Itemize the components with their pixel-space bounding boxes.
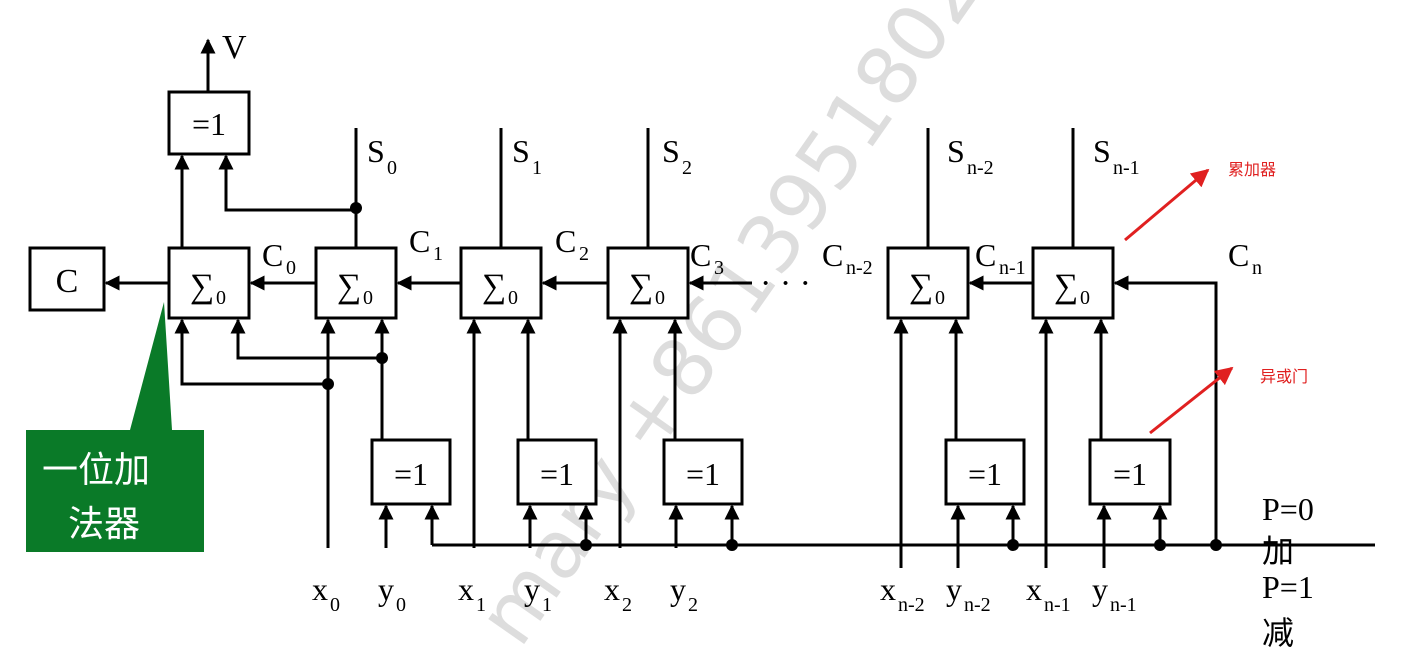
input-y1: y	[524, 571, 540, 607]
sum-output-sn-1: S	[1093, 133, 1111, 169]
sum-output-s2: S	[662, 133, 680, 169]
xor-label: =1	[968, 456, 1002, 492]
carry-sub: 2	[579, 243, 589, 265]
carry-sub: n	[1252, 257, 1262, 279]
sum-output-s0: S	[367, 133, 385, 169]
v-label: V	[222, 29, 247, 66]
overflow-xor-gate	[167, 90, 251, 156]
callout-line-2: 法器	[68, 504, 140, 545]
ellipsis: · · ·	[760, 265, 811, 302]
carry-sub: 0	[286, 257, 296, 279]
sum-sub: 0	[1080, 287, 1090, 309]
input-sub: n-2	[898, 594, 925, 616]
xor-gate-bit-2	[662, 438, 744, 506]
xor-gate-bit-n-2	[944, 438, 1026, 506]
adder-sum-0-left	[167, 246, 251, 320]
carry-sub: 1	[433, 243, 443, 265]
input-y0: y	[378, 571, 394, 607]
wire	[1113, 275, 1218, 545]
xor-label: =1	[1113, 456, 1147, 492]
sum-symbol: ∑	[1054, 268, 1078, 305]
add-label: 加	[1262, 532, 1294, 570]
sum-sub: 0	[655, 287, 665, 309]
sum-symbol: ∑	[337, 268, 361, 305]
input-xn-1: x	[1026, 571, 1042, 607]
sum-sub: 0	[216, 287, 226, 309]
input-xn-2: x	[880, 571, 896, 607]
carry-sub: n-2	[846, 257, 873, 279]
xor-gate-bit-0	[370, 438, 452, 506]
sum-symbol: ∑	[190, 268, 214, 305]
wire	[218, 154, 358, 248]
sum-output-sub: n-2	[967, 157, 994, 179]
input-sub: 2	[622, 594, 632, 616]
p0-label: P=0	[1262, 491, 1314, 527]
sum-symbol: ∑	[629, 268, 653, 305]
input-y2: y	[670, 571, 686, 607]
carry-out-box	[28, 246, 106, 312]
junction-dot	[1210, 539, 1222, 551]
sum-output-sn-2: S	[947, 133, 965, 169]
callout-line-1: 一位加	[42, 450, 150, 491]
input-x1: x	[458, 571, 474, 607]
sum-symbol: ∑	[482, 268, 506, 305]
carry-out-label: C	[56, 263, 79, 300]
input-x2: x	[604, 571, 620, 607]
carry-sub: 3	[714, 257, 724, 279]
subtract-label: 减	[1262, 614, 1294, 652]
sum-output-sub: n-1	[1113, 157, 1140, 179]
sum-sub: 0	[363, 287, 373, 309]
carry-label-cn: C	[1228, 237, 1249, 273]
input-yn-2: y	[946, 571, 962, 607]
carry-label-c3: C	[690, 237, 711, 273]
xor-gate-bit-n-1	[1088, 438, 1172, 506]
input-sub: n-1	[1110, 594, 1137, 616]
carry-sub: n-1	[999, 257, 1026, 279]
accumulator-arrow	[1124, 168, 1210, 242]
adder-bit-n-2	[886, 246, 970, 320]
sum-sub: 0	[508, 287, 518, 309]
overflow-xor-label: =1	[192, 106, 226, 142]
carry-label-c2: C	[555, 223, 576, 259]
input-sub: 2	[688, 594, 698, 616]
xor-gate-arrow	[1149, 366, 1234, 435]
adder-bit-1	[459, 246, 543, 320]
xor-gate-annotation: 异或门	[1260, 367, 1308, 386]
watermark: mary +8613951802080	[459, 0, 1087, 658]
one-bit-adder-callout	[26, 302, 204, 552]
input-sub: 1	[542, 594, 552, 616]
sum-sub: 0	[935, 287, 945, 309]
xor-gate-bit-1	[516, 438, 598, 506]
xor-label: =1	[686, 456, 720, 492]
sum-symbol: ∑	[909, 268, 933, 305]
input-sub: n-1	[1044, 594, 1071, 616]
wire	[230, 318, 382, 360]
sum-output-sub: 1	[532, 157, 542, 179]
xor-label: =1	[394, 456, 428, 492]
input-sub: 0	[396, 594, 406, 616]
accumulator-annotation: 累加器	[1228, 160, 1276, 179]
carry-label-cn-2: C	[822, 237, 843, 273]
input-x0: x	[312, 571, 328, 607]
p1-label: P=1	[1262, 569, 1314, 605]
sum-output-s1: S	[512, 133, 530, 169]
carry-label-c1: C	[409, 223, 430, 259]
input-sub: 1	[476, 594, 486, 616]
input-sub: n-2	[964, 594, 991, 616]
xor-label: =1	[540, 456, 574, 492]
carry-label-c0: C	[262, 237, 283, 273]
sum-output-sub: 0	[387, 157, 397, 179]
input-sub: 0	[330, 594, 340, 616]
input-yn-1: y	[1092, 571, 1108, 607]
carry-label-cn-1: C	[975, 237, 996, 273]
sum-output-sub: 2	[682, 157, 692, 179]
